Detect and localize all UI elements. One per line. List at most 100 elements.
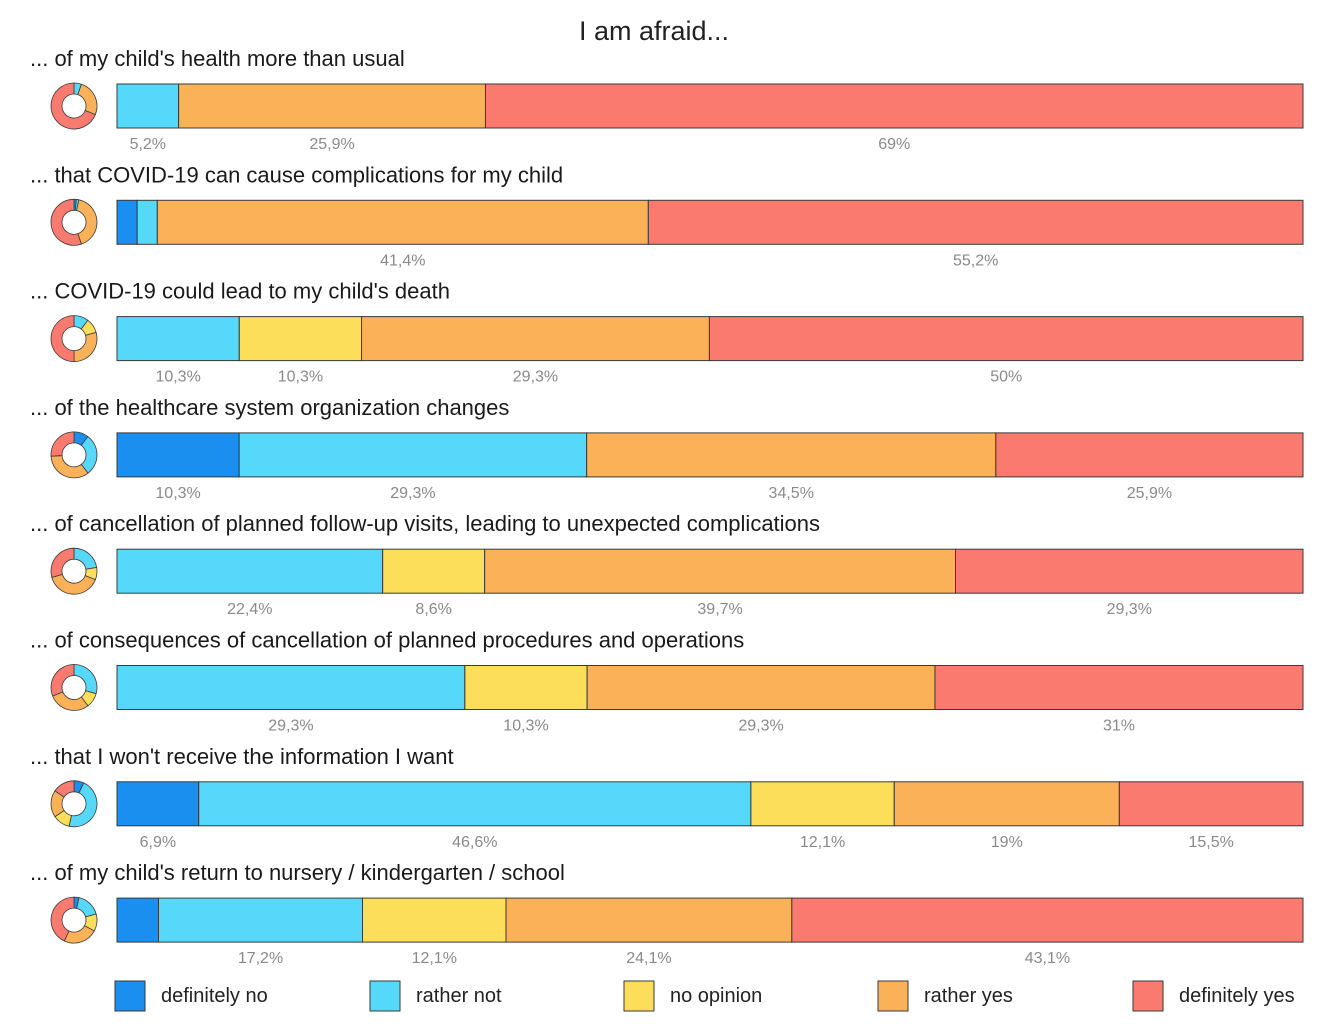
bar-segment-rather-yes xyxy=(156,199,649,245)
donut-slice xyxy=(50,315,75,363)
bar-segment-rather-not xyxy=(238,432,588,478)
question-label: ... of cancellation of planned follow-up… xyxy=(30,511,820,536)
value-label: 50% xyxy=(990,369,1022,386)
value-label: 43,1% xyxy=(1025,950,1070,967)
value-label: 25,9% xyxy=(309,136,354,153)
value-label: 24,1% xyxy=(626,950,671,967)
question-label: ... of my child's health more than usual xyxy=(30,46,405,71)
bar-segment-rather-not xyxy=(116,548,384,594)
bar-segment-rather-not xyxy=(158,897,364,943)
legend-label: rather yes xyxy=(924,985,1013,1007)
legend-label: rather not xyxy=(416,985,502,1007)
donut-slice xyxy=(50,547,75,578)
value-label: 29,3% xyxy=(738,718,783,735)
value-label: 8,6% xyxy=(415,601,451,618)
bar-segment-rather-yes xyxy=(361,316,710,362)
donut-slice xyxy=(76,897,97,918)
question-label: ... of my child's return to nursery / ki… xyxy=(30,860,565,885)
bar-segment-rather-not xyxy=(116,665,466,710)
donut-slice xyxy=(50,455,89,479)
donut-slice xyxy=(73,331,98,363)
legend: definitely no rather not no opinion rather … xyxy=(114,980,1295,1012)
bar-segment-no-opinion xyxy=(750,781,895,827)
chart-row: ... that I won't receive the information… xyxy=(30,744,1304,851)
chart-row: ... of the healthcare system organizatio… xyxy=(30,395,1304,502)
legend-item: rather not xyxy=(369,980,502,1012)
bar-segment-no-opinion xyxy=(382,548,486,594)
question-label: ... of the healthcare system organizatio… xyxy=(30,395,509,420)
value-label: 29,3% xyxy=(390,485,435,502)
donut-slice xyxy=(50,664,75,697)
donut-slice xyxy=(73,547,98,570)
legend-label: definitely no xyxy=(161,985,268,1007)
donut-slice xyxy=(50,431,75,457)
bar-segment-definitely-yes xyxy=(647,199,1304,245)
value-label: 19% xyxy=(991,834,1023,851)
legend-swatch xyxy=(877,980,909,1012)
value-label: 12,1% xyxy=(800,834,845,851)
chart-row: ... of consequences of cancellation of p… xyxy=(30,628,1304,735)
legend-label: definitely yes xyxy=(1179,985,1295,1007)
donut-slice xyxy=(50,82,96,130)
bar-segment-definitely-yes xyxy=(934,665,1304,710)
bar-segment-definitely-no xyxy=(116,432,240,478)
bar-segment-rather-yes xyxy=(586,432,997,478)
legend-swatch xyxy=(114,980,146,1012)
chart-row: ... of my child's return to nursery / ki… xyxy=(30,860,1304,967)
bar-segment-definitely-yes xyxy=(955,548,1304,594)
bar-segment-rather-not xyxy=(198,781,752,827)
donut-slice xyxy=(63,925,95,944)
value-label: 10,3% xyxy=(155,369,200,386)
donut-slice xyxy=(77,83,98,116)
value-label: 29,3% xyxy=(268,718,313,735)
legend-item: definitely yes xyxy=(1132,980,1295,1012)
bar-segment-rather-yes xyxy=(484,548,957,594)
legend-label: no opinion xyxy=(670,985,762,1007)
bar-segment-definitely-no xyxy=(116,781,200,827)
value-label: 41,4% xyxy=(380,252,425,269)
legend-item: rather yes xyxy=(877,980,1013,1012)
donut-slice xyxy=(54,780,75,798)
value-label: 15,5% xyxy=(1188,834,1233,851)
chart-title: I am afraid... xyxy=(579,16,729,46)
bar-segment-rather-not xyxy=(116,83,180,129)
bar-segment-no-opinion xyxy=(464,665,588,710)
bar-segment-definitely-yes xyxy=(484,83,1304,129)
bar-segment-definitely-yes xyxy=(708,316,1304,362)
bar-segment-definitely-no xyxy=(116,897,160,943)
donut-slice xyxy=(73,664,98,695)
bar-segment-definitely-yes xyxy=(791,897,1304,943)
question-label: ... that I won't receive the information… xyxy=(30,744,454,769)
value-label: 46,6% xyxy=(452,834,497,851)
donut-slice xyxy=(50,896,75,942)
question-label: ... that COVID-19 can cause complication… xyxy=(30,162,563,187)
donut-slice xyxy=(76,199,98,245)
value-label: 69% xyxy=(878,136,910,153)
value-label: 10,3% xyxy=(155,485,200,502)
bar-segment-rather-yes xyxy=(893,781,1120,827)
chart-row: ... that COVID-19 can cause complication… xyxy=(30,162,1304,269)
value-label: 6,9% xyxy=(140,834,176,851)
value-label: 25,9% xyxy=(1127,485,1172,502)
bar-segment-rather-not xyxy=(116,316,240,362)
donut-slice xyxy=(52,691,89,711)
bar-segment-no-opinion xyxy=(362,897,507,943)
value-label: 34,5% xyxy=(769,485,814,502)
legend-item: definitely no xyxy=(114,980,268,1012)
chart-row: ... of cancellation of planned follow-up… xyxy=(30,511,1304,618)
value-label: 10,3% xyxy=(503,718,548,735)
legend-swatch xyxy=(623,980,655,1012)
bar-segment-rather-yes xyxy=(178,83,486,129)
question-label: ... of consequences of cancellation of p… xyxy=(30,628,744,653)
value-label: 17,2% xyxy=(238,950,283,967)
donut-slice xyxy=(50,198,82,246)
value-label: 22,4% xyxy=(227,601,272,618)
bar-segment-definitely-no xyxy=(116,199,138,245)
bar-segment-rather-not xyxy=(136,199,158,245)
bar-segment-rather-yes xyxy=(586,665,936,710)
bar-segment-no-opinion xyxy=(238,316,363,362)
bar-segment-definitely-yes xyxy=(995,432,1304,478)
bar-segment-rather-yes xyxy=(505,897,793,943)
chart-row: ... of my child's health more than usual… xyxy=(30,46,1304,153)
